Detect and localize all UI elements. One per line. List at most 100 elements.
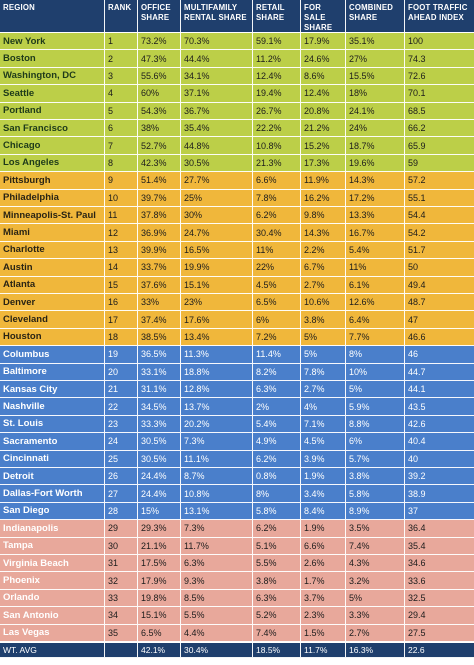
for-sale-share-cell: 9.8% [301,207,346,224]
rank-cell: 13 [105,241,138,259]
office-share-cell: 60% [138,85,181,102]
for-sale-share-cell: 15.2% [301,137,346,154]
header-foot-traffic-index: FOOT TRAFFIC AHEAD INDEX [408,3,468,22]
combined-share-cell: 8.8% [346,415,405,433]
for-sale-share-cell: 6.7% [301,259,346,276]
for-sale-share-cell: 2.6% [301,555,346,572]
table-row: San Antonio 34 15.1% 5.5% 5.2% 2.3% 3.3% 29.4 [0,607,474,625]
retail-share-cell: 5.8% [253,502,301,520]
for-sale-share-cell: 4% [301,398,346,415]
region-name: Las Vegas [0,624,105,641]
for-sale-share-cell: 3.7% [301,589,346,607]
region-name: Kansas City [0,381,105,398]
foot-traffic-index-cell: 72.6 [408,70,426,81]
for-sale-share-cell: 1.5% [301,624,346,641]
table-footer: WT. AVG 42.1% 30.4% 18.5% 11.7% 16.3% 22.6 [0,643,474,658]
footer-combined-share: 16.3% [346,643,405,657]
rank-cell: 3 [105,67,138,85]
retail-share-cell: 6.3% [253,589,301,607]
multifamily-share-cell: 7.3% [181,520,253,537]
office-share-cell: 6.5% [138,624,181,641]
for-sale-share-cell: 2.7% [301,276,346,293]
retail-share-cell: 12.4% [253,67,301,85]
region-name: Atlanta [0,276,105,293]
office-share-cell: 42.3% [138,154,181,172]
rank-cell: 30 [105,537,138,554]
region-name: Orlando [0,589,105,607]
retail-share-cell: 22% [253,259,301,276]
office-share-cell: 21.1% [138,537,181,554]
table-row: Portland 5 54.3% 36.7% 26.7% 20.8% 24.1% 68.5 [0,102,474,120]
foot-traffic-index-cell: 46.6 [408,331,426,342]
region-name: Pittsburgh [0,172,105,189]
region-name: Austin [0,259,105,276]
region-name: Phoenix [0,572,105,589]
office-share-cell: 54.3% [138,102,181,119]
multifamily-share-cell: 13.4% [181,328,253,346]
table-row: Kansas City 21 31.1% 12.8% 6.3% 2.7% 5% 44.1 [0,381,474,399]
rank-cell: 17 [105,311,138,328]
retail-share-cell: 5.2% [253,607,301,624]
combined-share-cell: 27% [346,50,405,67]
combined-share-cell: 2.7% [346,624,405,641]
office-share-cell: 17.9% [138,572,181,589]
combined-share-cell: 6.4% [346,311,405,328]
foot-traffic-index-cell: 74.3 [408,53,426,64]
region-name: Chicago [0,137,105,154]
combined-share-cell: 7.7% [346,328,405,346]
rank-cell: 16 [105,294,138,311]
for-sale-share-cell: 5% [301,328,346,346]
table-header: REGION RANK OFFICE SHARE MULTIFAMILY RENTAL… [0,0,474,33]
rank-cell: 20 [105,363,138,380]
table-row: St. Louis 23 33.3% 20.2% 5.4% 7.1% 8.8% 42.6 [0,415,474,434]
multifamily-share-cell: 36.7% [181,102,253,119]
multifamily-share-cell: 18.8% [181,363,253,380]
combined-share-cell: 16.7% [346,224,405,241]
office-share-cell: 37.4% [138,311,181,328]
combined-share-cell: 18.7% [346,137,405,154]
combined-share-cell: 24% [346,120,405,137]
combined-share-cell: 35.1% [346,33,405,50]
rank-cell: 5 [105,102,138,119]
for-sale-share-cell: 7.1% [301,415,346,433]
retail-share-cell: 11% [253,241,301,259]
footer-region: WT. AVG [0,643,105,657]
foot-traffic-index-cell: 44.1 [408,384,426,395]
multifamily-share-cell: 15.1% [181,276,253,293]
for-sale-share-cell: 2.7% [301,381,346,398]
header-office-share: OFFICE SHARE [138,0,181,32]
office-share-cell: 33.3% [138,415,181,433]
retail-share-cell: 2% [253,398,301,415]
retail-share-cell: 0.8% [253,468,301,485]
table-row: Cincinnati 25 30.5% 11.1% 6.2% 3.9% 5.7% 40 [0,450,474,468]
header-for-sale-share: FOR SALE SHARE [301,0,346,32]
for-sale-share-cell: 3.9% [301,450,346,467]
for-sale-share-cell: 21.2% [301,120,346,137]
foot-traffic-index-cell: 57.2 [408,175,426,186]
table-row: Washington, DC 3 55.6% 34.1% 12.4% 8.6% 15.5% 7… [0,67,474,86]
office-share-cell: 30.5% [138,450,181,467]
rank-cell: 11 [105,207,138,224]
table-row: Houston 18 38.5% 13.4% 7.2% 5% 7.7% 46.6 [0,328,474,347]
foot-traffic-index-cell: 100 [408,36,424,47]
combined-share-cell: 3.8% [346,468,405,485]
office-share-cell: 73.2% [138,33,181,50]
multifamily-share-cell: 13.7% [181,398,253,415]
retail-share-cell: 19.4% [253,85,301,102]
multifamily-share-cell: 11.1% [181,450,253,467]
region-name: Indianapolis [0,520,105,537]
header-rank: RANK [105,0,138,32]
retail-share-cell: 5.4% [253,415,301,433]
multifamily-share-cell: 35.4% [181,120,253,137]
office-share-cell: 37.6% [138,276,181,293]
footer-for-sale-share: 11.7% [301,643,346,657]
combined-share-cell: 5% [346,589,405,607]
multifamily-share-cell: 11.3% [181,346,253,363]
foot-traffic-index-cell: 47 [408,314,419,325]
multifamily-share-cell: 70.3% [181,33,253,50]
combined-share-cell: 5% [346,381,405,398]
multifamily-share-cell: 27.7% [181,172,253,189]
multifamily-share-cell: 30% [181,207,253,224]
table-row: Sacramento 24 30.5% 7.3% 4.9% 4.5% 6% 40.4 [0,433,474,451]
region-name: New York [0,33,105,50]
